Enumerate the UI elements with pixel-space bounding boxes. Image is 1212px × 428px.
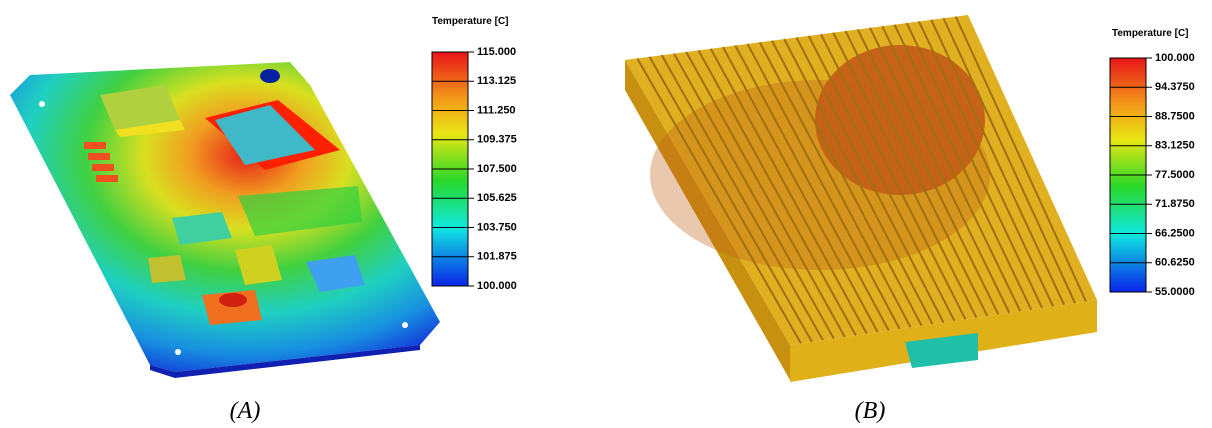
colorbar-tick-label: 77.5000 [1155, 169, 1195, 181]
colorbar-tick-label: 111.250 [477, 104, 516, 116]
colorbar-tick-label: 105.625 [477, 192, 517, 204]
colorbar-tick-label: 60.6250 [1155, 257, 1195, 269]
board-render [10, 62, 440, 378]
colorbar-tick-label: 100.000 [1155, 52, 1195, 64]
colorbar-tick-label: 113.125 [477, 75, 516, 87]
colorbar-tick-label: 88.7500 [1155, 110, 1195, 122]
colorbar-tick-label: 115.000 [477, 46, 516, 58]
colorbar-tick-label: 107.500 [477, 163, 517, 175]
colorbar-tick-label: 101.875 [477, 251, 517, 263]
colorbar-tick-label: 66.2500 [1155, 227, 1195, 239]
panel-caption: (A) [230, 398, 261, 424]
colorbar-tick-label: 94.3750 [1155, 81, 1195, 93]
heatsink-render [625, 15, 1097, 382]
colorbar-tick-label: 71.8750 [1155, 198, 1195, 210]
colorbar-tick-label: 109.375 [477, 134, 517, 146]
colorbar-tick-label: 55.0000 [1155, 286, 1195, 298]
colorbar-tick-label: 100.000 [477, 280, 517, 292]
colorbar-tick-label: 83.1250 [1155, 140, 1195, 152]
figure: Temperature [C] 115.000 113.125 111.250 109.… [0, 0, 1212, 428]
legend-title: Temperature [C] [1112, 28, 1189, 39]
colorbar-tick-label: 103.750 [477, 221, 517, 233]
legend-title: Temperature [C] [432, 16, 509, 27]
panel-caption: (B) [855, 398, 886, 424]
